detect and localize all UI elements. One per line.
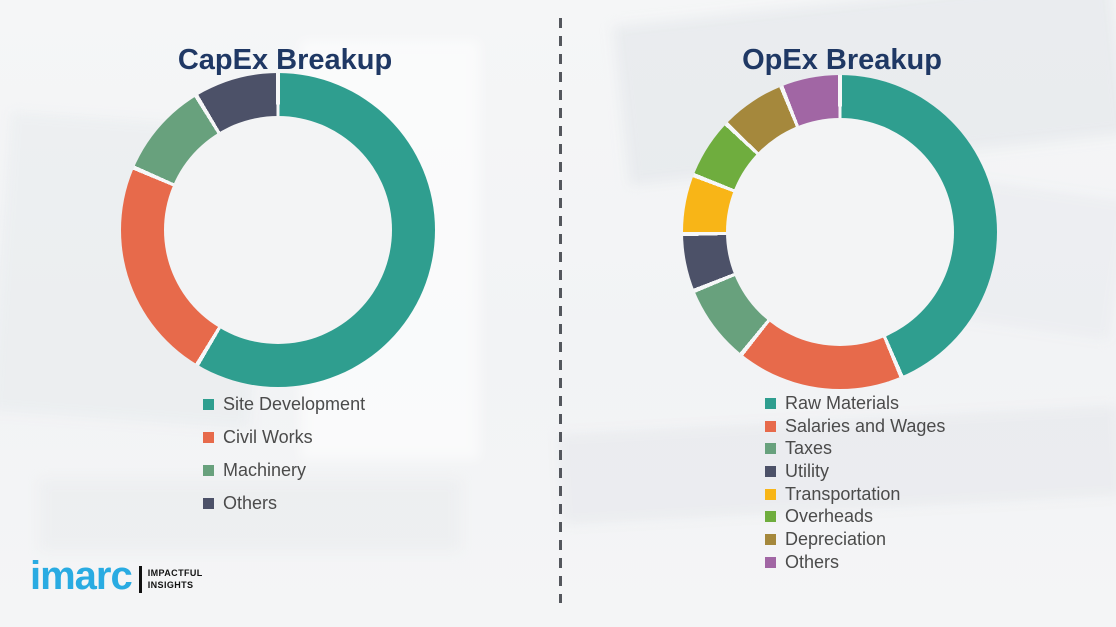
- legend-item: Utility: [765, 460, 945, 483]
- legend-swatch: [765, 556, 776, 568]
- opex-donut-hole: [726, 118, 954, 346]
- legend-swatch: [203, 498, 214, 509]
- legend-item: Raw Materials: [765, 392, 945, 415]
- legend-label: Taxes: [785, 438, 833, 459]
- legend-swatch: [203, 399, 214, 410]
- legend-swatch: [203, 432, 214, 443]
- imarc-tagline-line2: INSIGHTS: [147, 579, 194, 590]
- legend-swatch: [203, 465, 214, 476]
- capex-chart-title: CapEx Breakup: [177, 44, 393, 77]
- capex-donut-chart: [121, 73, 435, 387]
- legend-item: Overheads: [765, 505, 945, 528]
- legend-swatch: [765, 443, 776, 455]
- capex-legend: Site Development Civil Works Machinery Othe…: [203, 388, 365, 520]
- legend-item: Depreciation: [765, 528, 945, 551]
- imarc-logo: imarc IMPACTFUL INSIGHTS: [30, 556, 203, 596]
- legend-swatch: [765, 533, 776, 545]
- imarc-logo-separator-bar: [138, 565, 142, 593]
- imarc-logo-wordmark: imarc: [30, 554, 133, 598]
- legend-label: Civil Works: [223, 427, 313, 447]
- dashed-divider-line: [559, 18, 562, 603]
- legend-swatch: [765, 465, 776, 477]
- legend-label: Raw Materials: [785, 392, 900, 413]
- legend-label: Machinery: [223, 460, 307, 480]
- opex-donut-chart: [683, 75, 997, 389]
- legend-item: Others: [765, 551, 945, 574]
- legend-item: Others: [203, 487, 365, 520]
- legend-label: Others: [223, 493, 278, 513]
- legend-swatch: [765, 420, 776, 432]
- opex-legend: Raw Materials Salaries and Wages Taxes Util…: [765, 392, 945, 574]
- legend-label: Transportation: [785, 483, 901, 504]
- opex-chart-title: OpEx Breakup: [742, 44, 942, 77]
- imarc-logo-tagline: IMPACTFUL INSIGHTS: [148, 568, 203, 591]
- legend-label: Utility: [785, 460, 829, 481]
- legend-swatch: [765, 511, 776, 523]
- legend-label: Salaries and Wages: [785, 415, 946, 436]
- legend-item: Transportation: [765, 483, 945, 506]
- legend-item: Salaries and Wages: [765, 415, 945, 438]
- capex-donut-hole: [164, 116, 392, 344]
- legend-label: Depreciation: [785, 528, 887, 549]
- legend-label: Site Development: [223, 394, 366, 414]
- imarc-tagline-line1: IMPACTFUL: [147, 568, 203, 579]
- legend-item: Site Development: [203, 388, 365, 421]
- legend-swatch: [765, 488, 776, 500]
- legend-item: Civil Works: [203, 421, 365, 454]
- legend-swatch: [765, 397, 776, 409]
- legend-label: Overheads: [785, 506, 874, 527]
- legend-item: Machinery: [203, 454, 365, 487]
- legend-label: Others: [785, 551, 840, 572]
- legend-item: Taxes: [765, 437, 945, 460]
